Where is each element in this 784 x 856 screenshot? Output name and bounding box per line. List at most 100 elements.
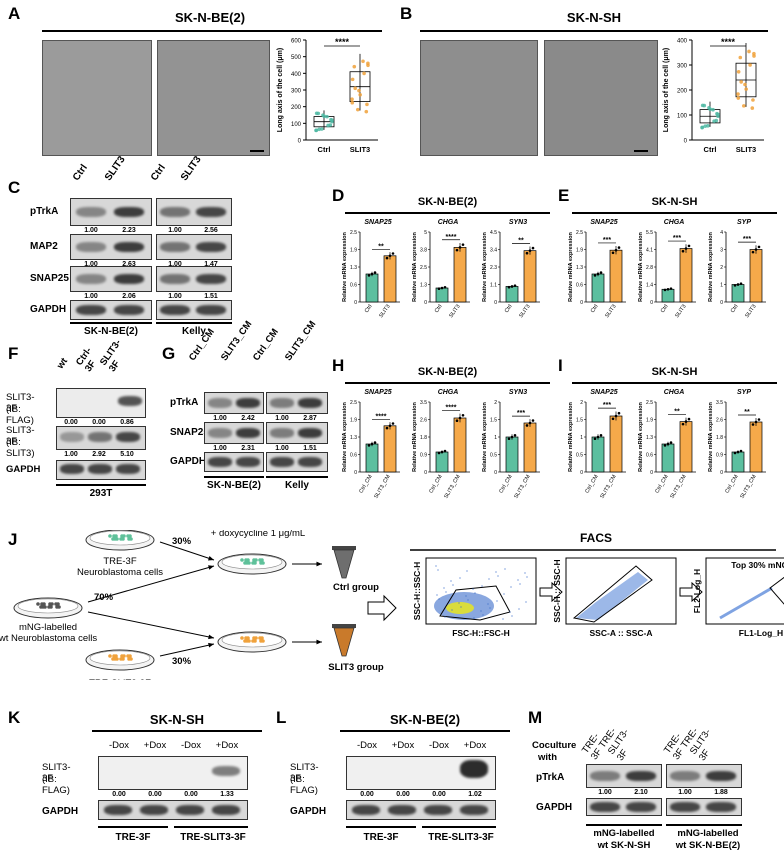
bar	[679, 421, 693, 473]
data-point	[752, 51, 756, 56]
facs-event	[459, 577, 461, 579]
bar	[365, 273, 379, 303]
gene-name: CHGA	[664, 219, 685, 226]
blot-band	[270, 398, 294, 408]
cell-dot	[36, 602, 40, 606]
cell-dot	[112, 534, 116, 538]
y-axis-label: Relative mRNA expression	[708, 401, 714, 471]
data-point	[736, 96, 741, 100]
data-point	[751, 250, 755, 254]
blot-strip	[204, 422, 264, 444]
data-point	[736, 283, 740, 286]
panel-label-j: J	[8, 530, 18, 549]
blot-band	[60, 432, 84, 442]
facs-gate	[572, 565, 653, 623]
blot-band	[460, 760, 488, 778]
quantification-value: 2.87	[303, 415, 317, 422]
cell-dot	[240, 558, 244, 562]
data-point	[669, 441, 673, 444]
column-label: SLIT3	[178, 154, 204, 183]
column-label: +Dox	[463, 740, 487, 751]
data-point	[326, 123, 330, 128]
arrow-head	[208, 634, 214, 640]
facs-y-label: FL2-Log_H	[692, 569, 702, 613]
significance: **	[378, 243, 384, 250]
data-point	[461, 243, 465, 246]
blot-strip	[266, 422, 328, 444]
data-point	[353, 86, 357, 91]
blot-band	[114, 305, 144, 315]
gene-name: SNAP25	[590, 219, 617, 226]
significance: ***	[603, 402, 611, 409]
significance: **	[744, 409, 750, 416]
data-point	[350, 77, 355, 82]
y-tick-label: 1.3	[350, 265, 357, 271]
blot-band	[76, 242, 106, 252]
quantification-value: 2.31	[241, 445, 255, 452]
big-arrow	[367, 594, 397, 622]
x-tick-label: SLIT3_CM	[373, 474, 392, 500]
facs-gate	[769, 576, 784, 605]
data-point	[611, 417, 615, 421]
row-label: SNAP25	[170, 427, 209, 438]
facs-event	[465, 595, 467, 597]
quantification-value: 1.00	[275, 445, 289, 452]
data-point	[596, 435, 600, 439]
data-point	[437, 287, 441, 290]
facs-event	[502, 618, 504, 620]
panel-title: SK-N-SH	[149, 712, 205, 727]
quantification-value: 1.88	[714, 789, 728, 796]
micrograph-slit3	[157, 40, 270, 156]
arrow-head	[316, 561, 322, 567]
y-tick-label: 2.5	[350, 400, 357, 406]
divider	[666, 824, 742, 826]
row-label: GAPDH	[6, 464, 41, 475]
blot-band	[140, 805, 168, 815]
data-point	[743, 82, 747, 87]
facs-x-label: SSC-A :: SSC-A	[590, 628, 653, 638]
facs-event	[460, 606, 462, 608]
row-label: SLIT3-3F	[290, 762, 319, 784]
data-point	[617, 246, 621, 249]
x-tick-label: Ctrl	[660, 304, 670, 314]
row-label: GAPDH	[30, 304, 67, 315]
gene-name: CHGA	[664, 389, 685, 396]
blot-band	[270, 457, 294, 467]
cell-dot	[252, 636, 256, 640]
data-point	[751, 423, 755, 426]
quantification-value: 1.02	[468, 791, 482, 798]
x-tick-label: SLIT3_CM	[669, 474, 688, 500]
row-label: GAPDH	[536, 802, 573, 813]
facs-event	[436, 594, 438, 596]
quantification-value: 1.00	[168, 261, 182, 268]
facs-density	[719, 586, 773, 620]
quantification-value: 1.00	[64, 451, 78, 458]
column-label: TRE-SLIT3-3F	[596, 725, 632, 763]
y-tick-label: 0	[424, 300, 427, 306]
data-point	[611, 251, 615, 255]
facs-event	[482, 614, 484, 616]
y-tick-label: 0.6	[646, 453, 653, 459]
y-tick-label: 2.5	[646, 400, 653, 406]
cell-dot	[119, 657, 123, 661]
blot-band	[670, 771, 700, 781]
bar	[435, 451, 449, 473]
quantification-value: 0.00	[360, 791, 374, 798]
panel-e-title: SK-N-SH	[651, 196, 698, 208]
y-axis-label: Relative mRNA expression	[412, 401, 418, 471]
cell-dot	[243, 561, 247, 565]
quantification-value: 1.47	[204, 261, 218, 268]
y-tick-label: 0	[720, 470, 723, 476]
y-tick-label: 0	[354, 300, 357, 306]
facs-gate	[439, 585, 511, 621]
y-tick-label: 2.5	[576, 230, 583, 236]
x-tick-label: SLIT3_CM	[739, 474, 758, 500]
cell-dot	[126, 534, 130, 538]
blot-band	[160, 242, 190, 252]
blot-band	[104, 805, 132, 815]
data-point	[593, 437, 597, 441]
y-tick-label: 0.5	[576, 453, 583, 459]
y-axis-label: Relative mRNA expression	[568, 231, 574, 301]
